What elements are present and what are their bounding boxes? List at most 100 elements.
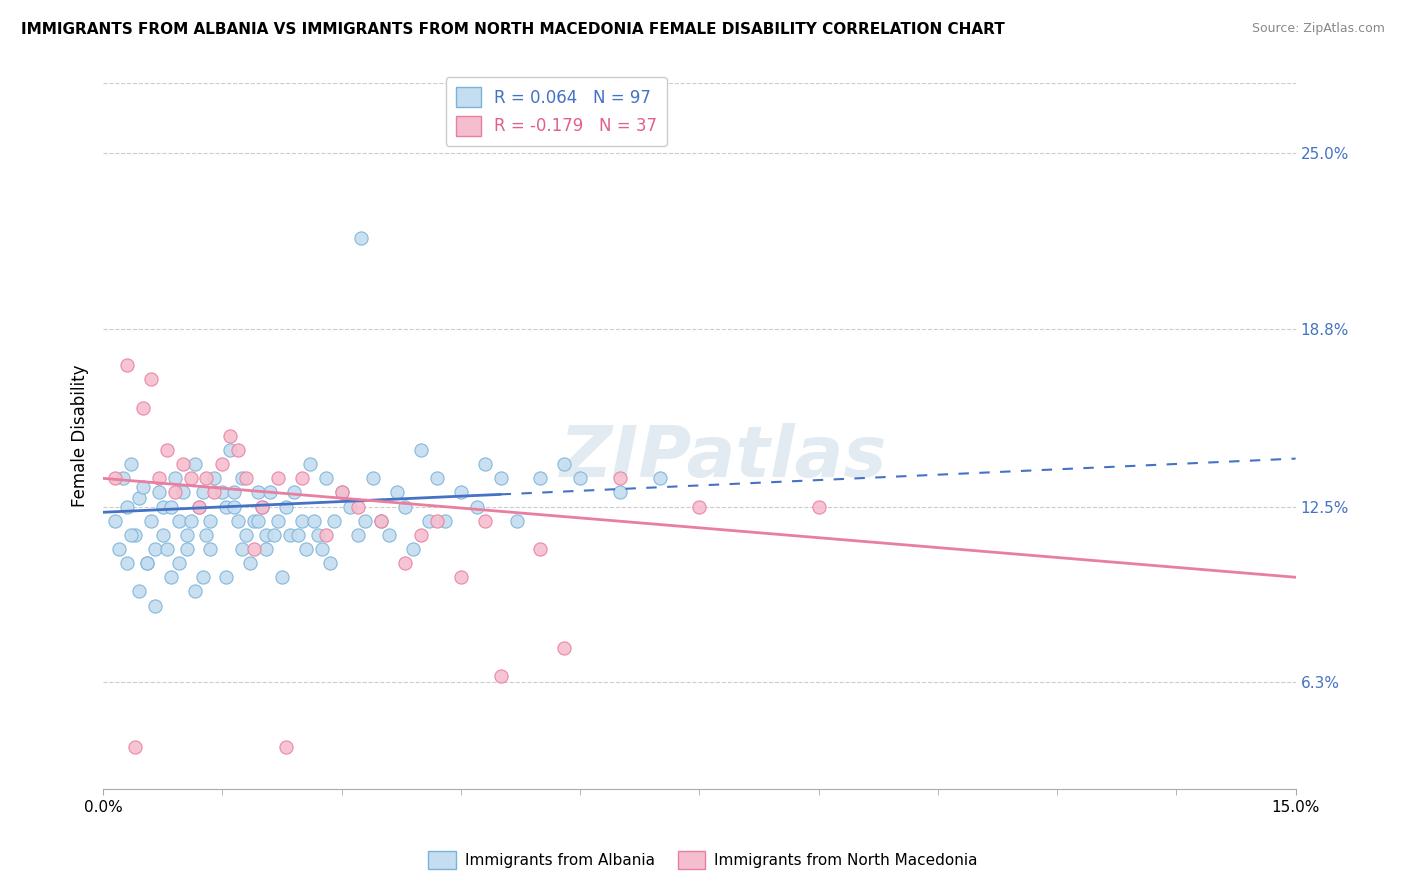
- Point: [271, 570, 294, 584]
- Point: [450, 570, 472, 584]
- Point: [243, 514, 266, 528]
- Point: [411, 443, 433, 458]
- Point: [187, 500, 209, 514]
- Point: [235, 528, 257, 542]
- Point: [569, 471, 592, 485]
- Point: [176, 541, 198, 556]
- Point: [143, 599, 166, 613]
- Point: [148, 471, 170, 485]
- Point: [156, 443, 179, 458]
- Point: [163, 471, 186, 485]
- Point: [402, 541, 425, 556]
- Point: [172, 485, 194, 500]
- Point: [139, 372, 162, 386]
- Point: [167, 514, 190, 528]
- Point: [195, 528, 218, 542]
- Point: [426, 471, 449, 485]
- Text: IMMIGRANTS FROM ALBANIA VS IMMIGRANTS FROM NORTH MACEDONIA FEMALE DISABILITY COR: IMMIGRANTS FROM ALBANIA VS IMMIGRANTS FR…: [21, 22, 1005, 37]
- Point: [187, 500, 209, 514]
- Point: [609, 471, 631, 485]
- Point: [219, 429, 242, 443]
- Point: [291, 471, 314, 485]
- Point: [298, 457, 321, 471]
- Point: [363, 471, 385, 485]
- Point: [411, 528, 433, 542]
- Point: [128, 491, 150, 505]
- Point: [152, 500, 174, 514]
- Point: [283, 485, 305, 500]
- Point: [148, 485, 170, 500]
- Point: [215, 500, 238, 514]
- Point: [132, 480, 155, 494]
- Legend: R = 0.064   N = 97, R = -0.179   N = 37: R = 0.064 N = 97, R = -0.179 N = 37: [446, 77, 666, 146]
- Text: Source: ZipAtlas.com: Source: ZipAtlas.com: [1251, 22, 1385, 36]
- Point: [250, 500, 273, 514]
- Point: [688, 500, 710, 514]
- Point: [311, 541, 333, 556]
- Point: [394, 500, 416, 514]
- Point: [235, 471, 257, 485]
- Point: [176, 528, 198, 542]
- Point: [128, 584, 150, 599]
- Point: [120, 528, 142, 542]
- Point: [267, 514, 290, 528]
- Point: [291, 514, 314, 528]
- Text: ZIPatlas: ZIPatlas: [560, 423, 887, 491]
- Point: [183, 457, 205, 471]
- Point: [370, 514, 392, 528]
- Point: [330, 485, 353, 500]
- Point: [609, 485, 631, 500]
- Point: [505, 514, 527, 528]
- Point: [370, 514, 392, 528]
- Point: [159, 500, 181, 514]
- Point: [163, 485, 186, 500]
- Point: [180, 514, 202, 528]
- Point: [267, 471, 290, 485]
- Point: [167, 556, 190, 570]
- Point: [807, 500, 830, 514]
- Point: [211, 457, 233, 471]
- Point: [254, 541, 277, 556]
- Point: [259, 485, 281, 500]
- Legend: Immigrants from Albania, Immigrants from North Macedonia: Immigrants from Albania, Immigrants from…: [422, 845, 984, 875]
- Point: [339, 500, 361, 514]
- Point: [315, 528, 337, 542]
- Point: [243, 541, 266, 556]
- Point: [418, 514, 440, 528]
- Point: [274, 739, 297, 754]
- Point: [124, 528, 146, 542]
- Point: [108, 541, 131, 556]
- Point: [224, 485, 246, 500]
- Point: [226, 514, 249, 528]
- Point: [226, 443, 249, 458]
- Point: [200, 514, 222, 528]
- Point: [330, 485, 353, 500]
- Point: [195, 471, 218, 485]
- Point: [115, 359, 138, 373]
- Point: [465, 500, 488, 514]
- Point: [426, 514, 449, 528]
- Point: [247, 514, 270, 528]
- Point: [115, 556, 138, 570]
- Point: [474, 514, 496, 528]
- Point: [433, 514, 456, 528]
- Point: [274, 500, 297, 514]
- Point: [553, 640, 575, 655]
- Point: [394, 556, 416, 570]
- Point: [111, 471, 134, 485]
- Point: [120, 457, 142, 471]
- Point: [250, 500, 273, 514]
- Point: [354, 514, 377, 528]
- Point: [211, 485, 233, 500]
- Point: [135, 556, 157, 570]
- Point: [489, 471, 512, 485]
- Y-axis label: Female Disability: Female Disability: [72, 365, 89, 508]
- Point: [450, 485, 472, 500]
- Point: [295, 541, 318, 556]
- Point: [529, 541, 551, 556]
- Point: [318, 556, 340, 570]
- Point: [378, 528, 401, 542]
- Point: [315, 471, 337, 485]
- Point: [139, 514, 162, 528]
- Point: [387, 485, 409, 500]
